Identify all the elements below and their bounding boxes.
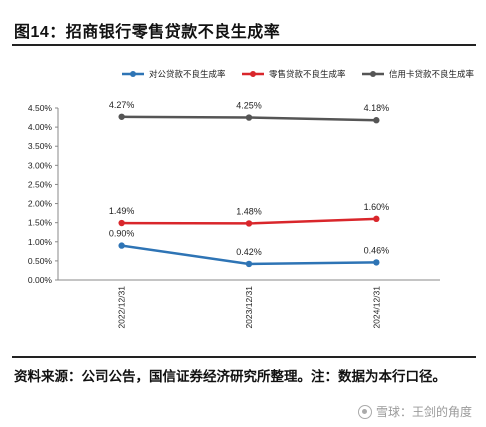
y-tick-label-8: 4.00% — [28, 122, 53, 132]
source-note: 资料来源：公司公告，国信证券经济研究所整理。注：数据为本行口径。 — [14, 369, 446, 384]
data-label-1-2: 1.60% — [364, 202, 390, 212]
y-tick-label-5: 2.50% — [28, 179, 53, 189]
data-point-0-0 — [118, 242, 125, 249]
data-label-0-2: 0.46% — [364, 245, 390, 255]
data-point-2-1 — [245, 114, 253, 121]
y-tick-label-9: 4.50% — [28, 103, 53, 113]
bottom-rule — [12, 356, 476, 358]
data-label-1-1: 1.48% — [236, 206, 262, 216]
top-rule — [12, 44, 476, 46]
legend-marker-0 — [130, 71, 136, 77]
legend-label-2: 信用卡贷款不良生成率 — [389, 69, 475, 79]
y-tick-label-7: 3.50% — [28, 141, 53, 151]
line-chart: 对公贷款不良生成率 零售贷款不良生成率 信用卡贷款不良生成率 0.00% 0.50% 1.… — [28, 69, 475, 329]
y-tick-label-1: 0.50% — [28, 256, 53, 266]
data-point-2-2 — [373, 117, 380, 124]
x-tick-label-2: 2024/12/31 — [371, 286, 381, 329]
data-point-0-1 — [245, 260, 253, 268]
y-tick-label-2: 1.00% — [28, 237, 53, 247]
y-tick-label-4: 2.00% — [28, 199, 53, 209]
data-point-1-2 — [373, 215, 380, 223]
legend-label-1: 零售贷款不良生成率 — [269, 69, 346, 79]
x-tick-label-0: 2022/12/31 — [117, 286, 127, 329]
data-label-2-2: 4.18% — [364, 103, 390, 113]
data-point-2-0 — [118, 113, 125, 120]
y-tick-label-6: 3.00% — [28, 160, 53, 170]
snowball-logo-icon — [357, 404, 372, 419]
x-tick-label-1: 2023/12/31 — [244, 286, 254, 329]
legend-label-0: 对公贷款不良生成率 — [149, 69, 226, 79]
data-point-1-0 — [118, 219, 125, 227]
data-label-0-1: 0.42% — [236, 247, 262, 257]
data-point-1-1 — [245, 220, 253, 227]
data-label-0-0: 0.90% — [109, 229, 135, 239]
y-tick-label-3: 1.50% — [28, 218, 53, 228]
figure-title: 图14：招商银行零售贷款不良生成率 — [14, 24, 281, 41]
legend-marker-1 — [250, 71, 256, 77]
data-label-2-0: 4.27% — [109, 100, 135, 110]
data-label-2-1: 4.25% — [236, 101, 262, 111]
watermark: 雪球：王剑的角度 — [357, 403, 472, 420]
legend-marker-2 — [370, 71, 376, 77]
y-tick-label-0: 0.00% — [28, 275, 53, 285]
watermark-text: 雪球：王剑的角度 — [375, 405, 472, 419]
data-point-0-2 — [373, 259, 380, 266]
data-label-1-0: 1.49% — [109, 206, 135, 216]
